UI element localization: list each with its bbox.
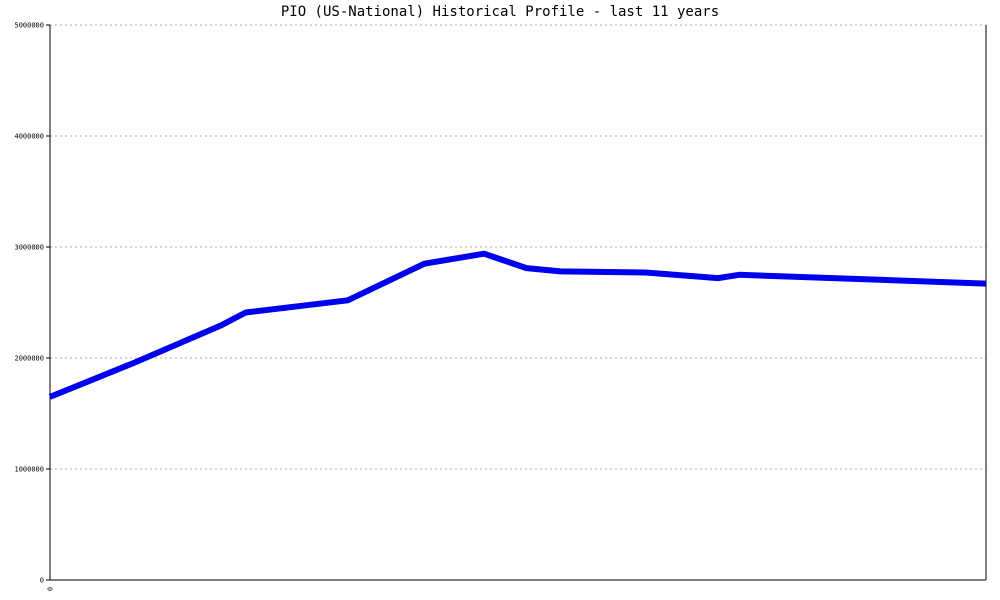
- axes: [46, 24, 987, 581]
- data-point: [526, 267, 528, 269]
- data-point: [738, 274, 740, 276]
- data-point: [985, 283, 987, 285]
- data-point: [645, 272, 647, 274]
- data-point: [245, 311, 247, 313]
- data-point: [560, 270, 562, 272]
- x-tick-label: 0: [47, 587, 55, 591]
- tick-labels: 0 1000000 2000000 3000000 4000000 5000000 0: [14, 22, 54, 592]
- data-point: [134, 361, 136, 363]
- y-tick-label: 0: [40, 577, 44, 585]
- data-point: [483, 253, 485, 255]
- grid-lines: [50, 24, 986, 470]
- data-point: [347, 299, 349, 301]
- y-tick-label: 4000000: [14, 133, 44, 141]
- data-point: [219, 325, 221, 327]
- data-point: [423, 263, 425, 265]
- y-tick-label: 2000000: [14, 355, 44, 363]
- y-tick-label: 1000000: [14, 466, 44, 474]
- y-tick-label: 5000000: [14, 22, 44, 30]
- series-layer: [48, 250, 987, 400]
- series-line: [48, 250, 987, 400]
- chart-title: PIO (US-National) Historical Profile - l…: [280, 4, 720, 20]
- data-point: [717, 277, 719, 279]
- y-tick-label: 3000000: [14, 244, 44, 252]
- data-point: [49, 396, 51, 398]
